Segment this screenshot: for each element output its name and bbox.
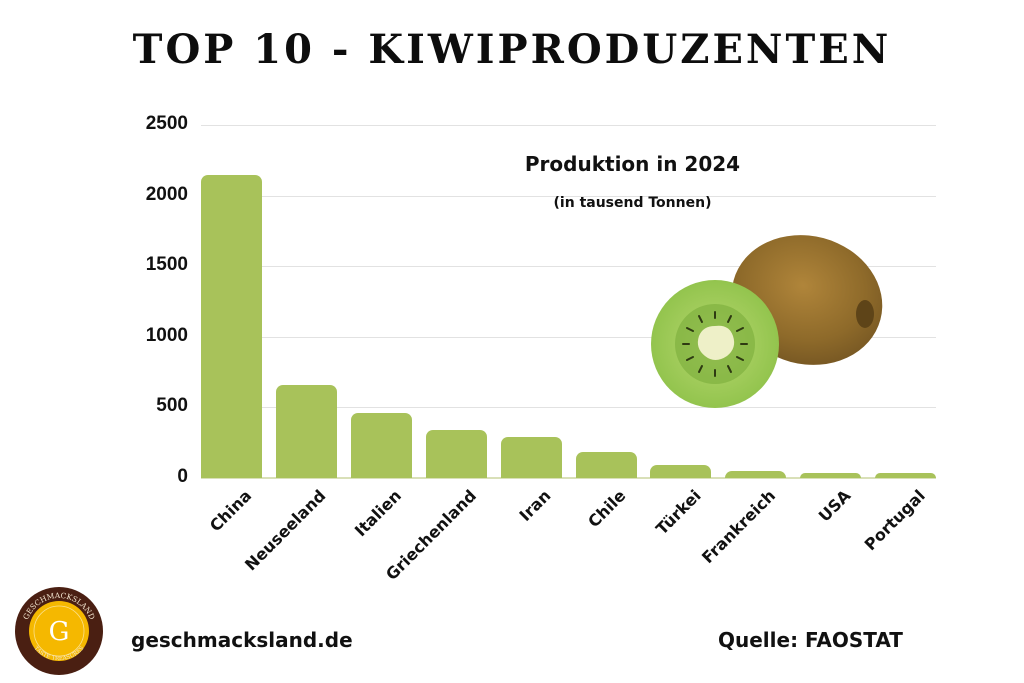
y-tick-label: 0: [177, 466, 188, 487]
gridline: [201, 196, 936, 197]
bar-frankreich[interactable]: [725, 470, 787, 478]
bar-chile[interactable]: [575, 452, 637, 478]
y-tick-label: 1000: [145, 324, 188, 346]
bar-türkei[interactable]: [650, 465, 712, 478]
y-tick-label: 2500: [145, 113, 188, 134]
y-tick-label: 500: [156, 395, 188, 417]
x-tick-label: Portugal: [860, 486, 930, 555]
y-tick-label: 1500: [145, 254, 188, 276]
bar-usa[interactable]: [800, 473, 862, 478]
bar-neuseeland[interactable]: [275, 384, 337, 478]
chart-title: TOP 10 - KIWIPRODUZENTEN: [132, 26, 892, 73]
bar-griechenland[interactable]: [425, 429, 487, 478]
bar-italien[interactable]: [350, 413, 412, 478]
chart-subtitle: Produktion in 2024: [524, 152, 741, 176]
gridline: [201, 337, 936, 338]
x-tick-label: Italien: [350, 486, 405, 541]
geschmacksland-logo-icon: G GESCHMACKSLAND TASTE TREASURES: [15, 587, 103, 675]
bar-china[interactable]: [201, 174, 262, 478]
x-tick-label: USA: [814, 486, 855, 526]
x-tick-label: Chile: [584, 486, 630, 532]
x-tick-label: Iran: [515, 486, 555, 525]
bar-portugal[interactable]: [875, 473, 937, 478]
y-tick-label: 2000: [145, 183, 188, 205]
gridline: [201, 125, 936, 126]
x-tick-label: China: [205, 486, 255, 536]
kiwi-illustration-icon: [651, 235, 883, 408]
bar-iran[interactable]: [500, 437, 562, 478]
source-credit: Quelle: FAOSTAT: [718, 628, 903, 652]
gridline: [201, 266, 936, 267]
x-tick-label: Türkei: [651, 486, 705, 539]
svg-text:G: G: [49, 617, 70, 647]
x-tick-label: Frankreich: [698, 486, 780, 568]
x-axis-baseline: [201, 477, 936, 479]
chart-unit-note: (in tausend Tonnen): [553, 195, 712, 211]
website-link[interactable]: geschmacksland.de: [131, 628, 353, 652]
gridline: [201, 407, 936, 408]
